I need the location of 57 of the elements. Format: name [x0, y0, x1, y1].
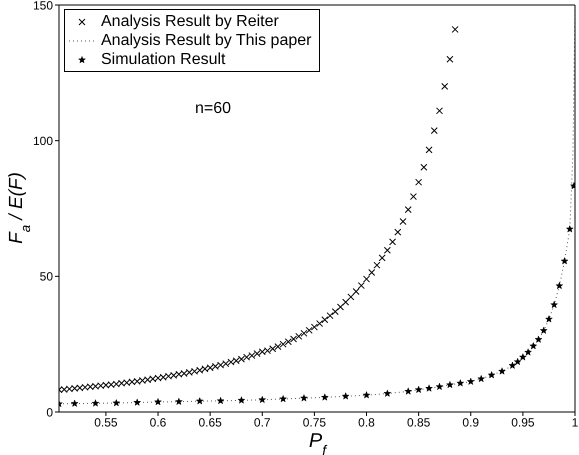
point: [362, 391, 370, 398]
point: [545, 315, 553, 322]
x-tick-label: 0.95: [511, 416, 535, 430]
x-tick-label: 0.9: [462, 416, 480, 430]
point: [279, 395, 287, 402]
point: [384, 390, 392, 397]
point: [566, 225, 574, 232]
point: [134, 398, 141, 406]
x-tick-label: 0.7: [254, 416, 271, 430]
point: [524, 348, 532, 356]
point: [478, 375, 485, 382]
point: [414, 386, 422, 393]
point: [550, 300, 558, 308]
point: [534, 336, 542, 343]
legend-label: Analysis Result by Reiter: [101, 12, 279, 31]
point: [154, 398, 162, 406]
point: [556, 282, 564, 289]
legend-label: Analysis Result by This paper: [101, 31, 312, 50]
point: [467, 378, 474, 385]
y-tick-label: 50: [40, 270, 54, 284]
point: [321, 394, 328, 401]
legend-label: Simulation Result: [101, 50, 226, 69]
point: [508, 362, 516, 369]
x-tick-label: 0.65: [198, 416, 222, 430]
point: [446, 381, 454, 388]
point: [238, 396, 246, 404]
x-axis-title: P$_{f}$: [308, 430, 328, 455]
point: [175, 398, 183, 405]
point: [300, 394, 308, 402]
x-tick-label: 0.75: [302, 416, 326, 430]
x-tick-label: 0.8: [358, 416, 376, 430]
point: [488, 371, 496, 378]
point: [519, 353, 527, 360]
point: [540, 326, 548, 334]
x-tick-label: 0.6: [150, 416, 167, 430]
x-tick-label: 0.55: [94, 416, 118, 430]
x-tick-label: 1: [572, 416, 579, 430]
point: [436, 382, 444, 390]
point: [404, 388, 412, 395]
point: [196, 397, 204, 404]
point: [70, 400, 78, 407]
point: [514, 358, 522, 365]
y-tick-label: 0: [46, 405, 54, 420]
point: [216, 397, 224, 404]
point: [258, 396, 266, 403]
point: [112, 399, 120, 406]
point: [530, 342, 537, 350]
point: [498, 367, 506, 374]
point: [425, 384, 433, 392]
point: [342, 392, 350, 400]
annotation: n=60: [195, 100, 232, 118]
point: [456, 379, 464, 386]
y-tick-label: 150: [32, 0, 54, 12]
point: [92, 399, 100, 406]
y-tick-label: 100: [32, 134, 54, 148]
point: [560, 257, 568, 264]
x-tick-label: 0.85: [406, 416, 431, 430]
